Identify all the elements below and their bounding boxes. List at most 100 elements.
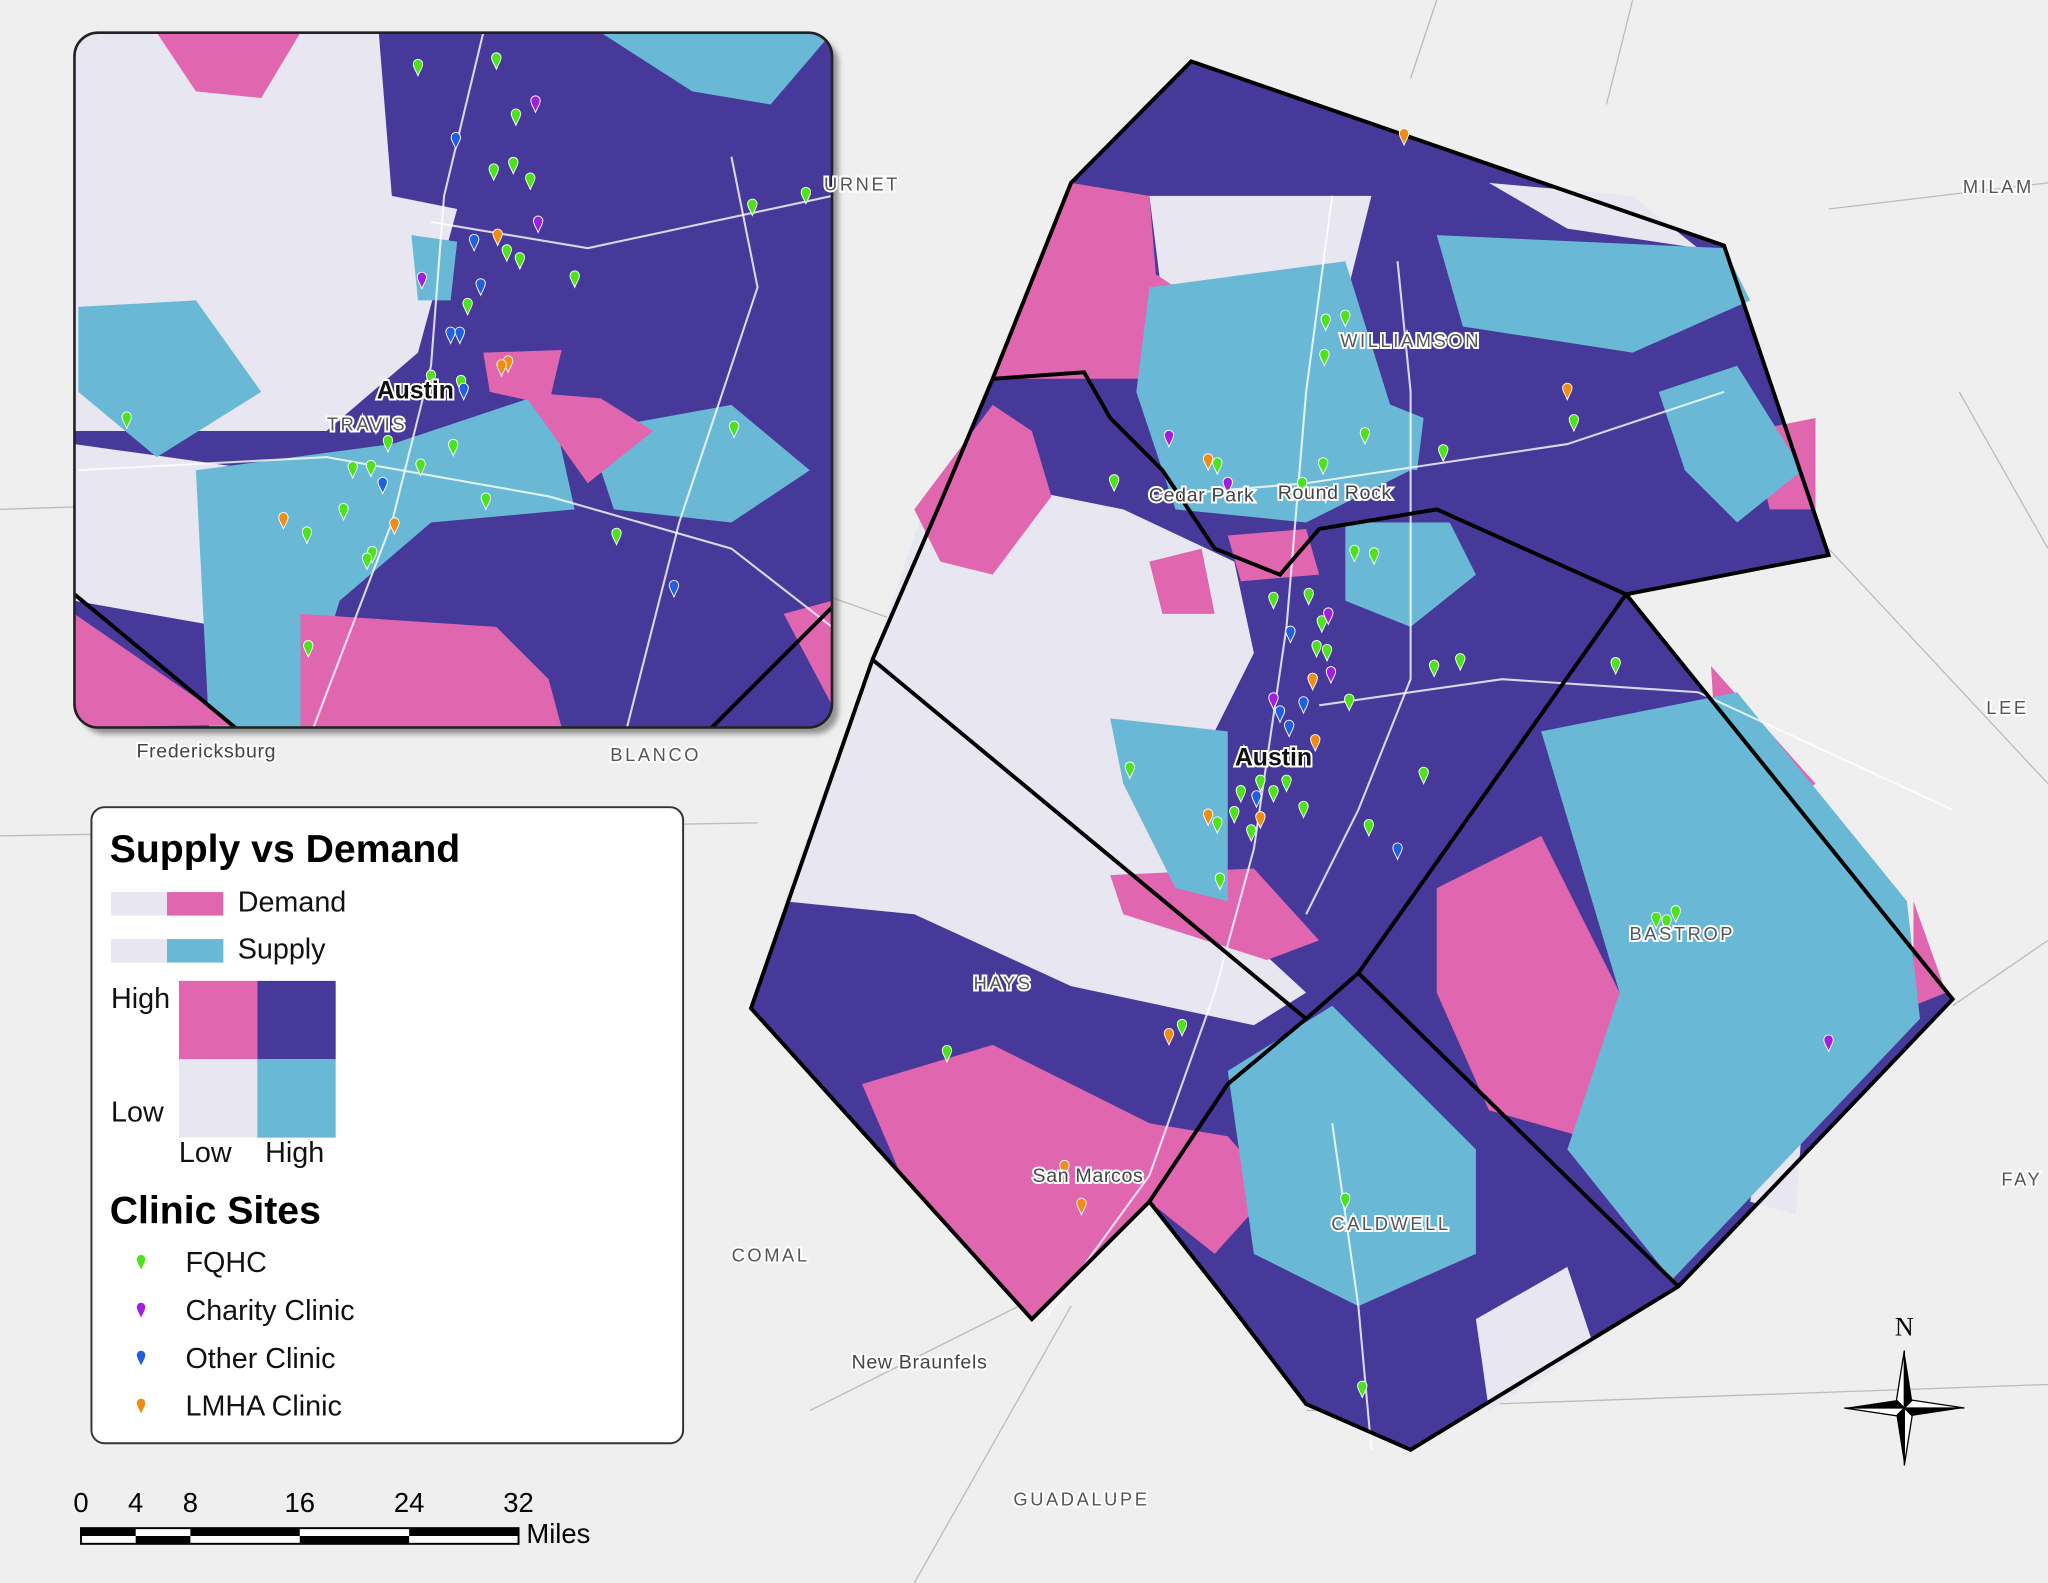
clinic-marker [1310, 734, 1321, 753]
clinic-marker [382, 435, 394, 454]
clinic-marker [462, 297, 473, 317]
clinic-marker [1340, 1192, 1351, 1211]
clinic-marker [1438, 444, 1449, 463]
place-label: Fredericksburg [137, 740, 277, 762]
legend-axis-label: Low [111, 1097, 164, 1129]
place-label: Austin [377, 377, 454, 404]
clinic-marker [1202, 453, 1214, 472]
clinic-marker [1321, 644, 1333, 663]
region [751, 61, 1953, 1450]
scale-tick-label: 24 [394, 1487, 424, 1518]
clinic-marker [1076, 1197, 1087, 1216]
clinic-marker [1311, 640, 1322, 659]
clinic-marker [475, 278, 486, 297]
bivariate-cell [257, 980, 336, 1060]
scale-tick-label: 8 [183, 1487, 198, 1518]
clinic-marker [1255, 811, 1266, 830]
clinic-marker [1670, 905, 1681, 924]
legend-axis-label: High [265, 1137, 324, 1169]
place-label: HAYS [974, 973, 1033, 994]
clinic-marker [278, 512, 289, 531]
legend-label: LMHA Clinic [185, 1391, 341, 1423]
clinic-marker [1281, 774, 1292, 793]
scale-tick-label: 16 [285, 1487, 315, 1518]
clinic-marker [1163, 1028, 1175, 1047]
north-label: N [1895, 1313, 1914, 1342]
clinic-marker [508, 156, 519, 175]
place-label: Cedar Park [1149, 484, 1255, 506]
clinic-marker [1363, 819, 1374, 838]
clinic-marker [415, 458, 426, 477]
clinic-marker [1316, 615, 1327, 634]
clinic-marker [488, 163, 499, 182]
clinic-marker [301, 526, 313, 545]
clinic-marker [454, 326, 465, 345]
clinic-marker [1325, 666, 1337, 685]
north-arrow: N [1844, 1313, 1965, 1466]
clinic-marker [514, 252, 526, 271]
place-label: URNET [824, 173, 900, 194]
legend-label: Charity Clinic [185, 1295, 354, 1327]
clinic-marker [425, 369, 437, 388]
legend-axis-label: Low [179, 1137, 232, 1169]
clinic-marker [121, 411, 132, 430]
clinic-marker [569, 270, 580, 289]
clinic-marker [445, 326, 456, 345]
clinic-marker [532, 215, 544, 234]
clinic-marker [1418, 766, 1429, 785]
clinic-marker [1317, 457, 1329, 476]
county-lines [748, 59, 1956, 1452]
legend-subtitle: Clinic Sites [110, 1190, 321, 1233]
clinic-marker [135, 1397, 147, 1416]
clinic-marker [747, 198, 758, 217]
clinic-marker [1392, 842, 1403, 861]
place-label: Austin [1235, 744, 1312, 771]
clinic-marker [458, 382, 469, 401]
clinic-marker [1268, 692, 1279, 711]
inset-frame [73, 31, 834, 729]
clinic-marker [800, 186, 812, 206]
clinic-marker [668, 580, 680, 599]
clinic-marker [135, 1301, 147, 1321]
clinic-marker [1124, 761, 1135, 780]
clinic-marker [728, 420, 740, 439]
clinic-marker [1222, 476, 1233, 495]
place-label: CALDWELL [1331, 1213, 1450, 1234]
clinic-markers [941, 128, 1834, 1399]
clinic-marker [1059, 1159, 1070, 1179]
clinic-marker [1212, 816, 1223, 835]
scale-bar-segment [409, 1528, 519, 1536]
clinic-marker [1246, 824, 1257, 843]
clinic-marker [1661, 914, 1672, 933]
legend-title: Supply vs Demand [110, 828, 460, 871]
clinic-marker [303, 640, 314, 659]
clinic-marker [1610, 657, 1621, 676]
clinic-marker [1176, 1018, 1188, 1038]
clinic-marker [1428, 659, 1440, 678]
clinic-marker [1368, 547, 1380, 566]
place-label: FAY [2001, 1169, 2042, 1190]
scale-bar-segment [80, 1528, 136, 1536]
clinic-marker [361, 552, 373, 571]
clinic-marker [1349, 544, 1360, 563]
place-label: GUADALUPE [1013, 1489, 1149, 1510]
clinic-marker [347, 461, 358, 480]
clinic-marker [1340, 309, 1351, 328]
legend-axis-label: High [111, 983, 170, 1015]
legend-label: Supply [238, 933, 326, 965]
clinic-marker [1229, 805, 1240, 825]
clinic-marker [1823, 1034, 1834, 1053]
clinic-marker [1320, 485, 1331, 505]
place-label: BLANCO [610, 744, 701, 765]
place-label: WILLIAMSON [1340, 330, 1481, 351]
clinic-marker [1163, 429, 1175, 448]
place-label: San Marcos [1032, 1165, 1143, 1187]
scale-unit: Miles [526, 1518, 590, 1549]
place-label: COMAL [732, 1244, 810, 1265]
clinic-marker [1202, 808, 1214, 827]
clinic-marker [1235, 785, 1246, 804]
clinic-marker [492, 228, 503, 247]
